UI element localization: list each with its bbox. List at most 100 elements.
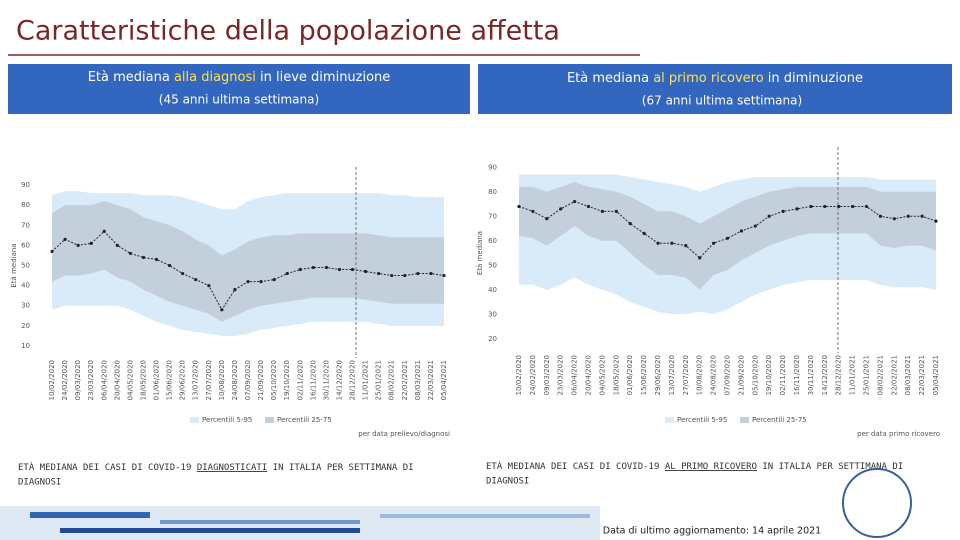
median-point: [934, 219, 938, 223]
y-tick-label: 60: [21, 241, 30, 249]
footnote: Data di ultimo aggiornamento: 14 aprile …: [603, 526, 821, 537]
median-point: [670, 241, 674, 245]
median-point: [767, 214, 771, 218]
chart: 10 20 30 40 50 60 70 80 90 Età mediana 10/02/2020 2…: [10, 167, 450, 438]
median-point: [586, 204, 591, 209]
caption: ETÀ MEDIANA DEI CASI DI COVID-19 DIAGNOS…: [18, 461, 414, 473]
x-tick-label: 15/06/2020: [640, 355, 648, 395]
median-point: [656, 241, 660, 245]
median-point: [781, 209, 785, 213]
heading-text: Età mediana: [567, 71, 653, 86]
x-tick-label: 05/04/2021: [932, 355, 940, 395]
x-tick-label: 30/11/2020: [322, 360, 330, 400]
median-point: [851, 204, 855, 209]
legend-swatch: [740, 417, 749, 423]
x-tick-label: 22/03/2021: [918, 355, 926, 395]
y-tick-label: 90: [488, 163, 497, 171]
y-tick-label: 20: [488, 335, 497, 343]
x-tick-label: 11/01/2021: [849, 355, 857, 395]
x-tick-label: 20/04/2020: [585, 355, 593, 395]
x-tick-label: 18/05/2020: [139, 360, 147, 400]
median-point: [233, 288, 237, 292]
median-point: [712, 241, 716, 245]
x-tick-label: 14/12/2020: [821, 355, 829, 395]
x-tick-label: 08/03/2021: [414, 360, 422, 400]
slide-title: Caratteristiche della popolazione affett…: [16, 16, 560, 47]
median-point: [725, 236, 730, 240]
median-point: [573, 199, 577, 204]
x-tick-label: 18/05/2020: [612, 355, 620, 395]
y-tick-label: 50: [21, 262, 30, 270]
median-point: [50, 249, 54, 254]
median-point: [906, 214, 910, 218]
footer-stripe: [160, 520, 360, 524]
median-point: [628, 222, 632, 226]
x-tick-label: 11/01/2021: [362, 360, 370, 400]
median-point: [559, 207, 563, 211]
caption-underlined: DIAGNOSTICATI: [197, 463, 267, 473]
median-point: [920, 214, 924, 218]
median-point: [259, 279, 263, 284]
median-point: [285, 271, 289, 276]
x-tick-label: 07/09/2020: [724, 355, 732, 395]
median-point: [246, 279, 250, 284]
header-box: [8, 64, 470, 114]
chart: 20 30 40 50 60 70 80 90 Età mediana 10/02/2020 24/…: [476, 147, 940, 438]
x-tick-label: 05/10/2020: [751, 355, 759, 395]
x-tick-label: 02/11/2020: [296, 360, 304, 400]
x-tick-label: 25/01/2021: [375, 360, 383, 400]
x-tick-label: 04/05/2020: [598, 355, 606, 395]
x-tick-label: 28/12/2020: [835, 355, 843, 395]
footer-stripe: [60, 528, 360, 533]
y-tick-label: 40: [488, 286, 497, 294]
median-point: [614, 209, 618, 213]
footer-stripe: [380, 514, 590, 518]
caption-text: IN ITALIA PER SETTIMANA DI: [757, 462, 903, 472]
panel-subheading: (45 anni ultima settimana): [159, 93, 319, 107]
footer-stripe: [30, 512, 150, 518]
median-point: [403, 273, 407, 278]
x-tick-label: 08/02/2021: [388, 360, 396, 400]
x-tick-label: 04/05/2020: [126, 360, 134, 400]
median-point: [194, 277, 198, 282]
median-point: [220, 308, 224, 312]
band: [52, 201, 444, 322]
x-tick-label: 19/10/2020: [765, 355, 773, 395]
y-tick-label: 80: [21, 201, 30, 209]
x-tick-label: 24/08/2020: [710, 355, 718, 395]
x-tick-label: 24/08/2020: [231, 360, 239, 400]
y-tick-label: 30: [488, 310, 497, 318]
median-point: [154, 257, 159, 262]
legend-swatch: [665, 417, 674, 423]
median-point: [390, 273, 394, 278]
y-tick-label: 50: [488, 261, 497, 269]
y-tick-label: 80: [488, 188, 497, 196]
median-point: [684, 244, 688, 248]
x-tick-label: 10/02/2020: [515, 355, 523, 395]
x-tick-label: 05/04/2021: [440, 360, 448, 400]
x-tick-label: 09/03/2020: [74, 360, 82, 400]
x-tick-label: 21/09/2020: [257, 360, 265, 400]
x-tick-label: 16/11/2020: [309, 360, 317, 400]
median-point: [753, 224, 757, 228]
x-tick-label: 10/08/2020: [218, 360, 226, 400]
x-tick-label: 29/06/2020: [654, 355, 662, 395]
x-tick-label: 25/01/2021: [863, 355, 871, 395]
heading-highlight: al primo ricovero: [653, 71, 763, 86]
median-point: [207, 284, 211, 288]
x-tick-label: 05/10/2020: [270, 360, 278, 400]
median-point: [311, 265, 315, 270]
heading-text: in lieve diminuzione: [256, 70, 390, 85]
median-point: [809, 204, 813, 209]
panel-subheading: (67 anni ultima settimana): [642, 94, 802, 108]
y-axis-label: Età mediana: [476, 231, 484, 275]
x-tick-label: 16/11/2020: [793, 355, 801, 395]
legend-label: Percentili 25-75: [752, 416, 807, 424]
caption-text: ETÀ MEDIANA DEI CASI DI COVID-19: [18, 461, 197, 473]
x-tick-label: 15/06/2020: [166, 360, 174, 400]
median-point: [181, 271, 185, 276]
x-tick-label: 08/02/2021: [876, 355, 884, 395]
legend-label: Percentili 5-95: [677, 416, 727, 424]
x-tick-label: 20/04/2020: [113, 360, 121, 400]
